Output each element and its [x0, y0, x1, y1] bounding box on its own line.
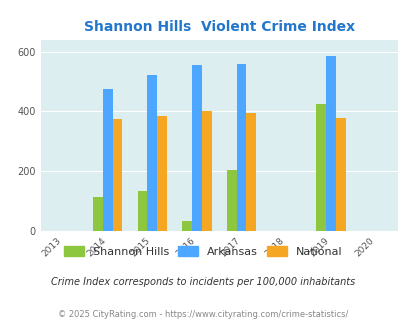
Bar	[236, 64, 246, 231]
Bar	[93, 197, 102, 231]
Bar	[315, 104, 325, 231]
Bar	[137, 191, 147, 231]
Bar	[147, 75, 157, 231]
Bar	[226, 170, 236, 231]
Bar	[335, 118, 345, 231]
Bar	[192, 65, 201, 231]
Bar	[182, 221, 192, 231]
Bar	[201, 112, 211, 231]
Title: Shannon Hills  Violent Crime Index: Shannon Hills Violent Crime Index	[83, 20, 354, 34]
Bar	[102, 89, 112, 231]
Text: Crime Index corresponds to incidents per 100,000 inhabitants: Crime Index corresponds to incidents per…	[51, 278, 354, 287]
Bar	[246, 113, 256, 231]
Bar	[157, 116, 166, 231]
Legend: Shannon Hills, Arkansas, National: Shannon Hills, Arkansas, National	[59, 242, 346, 261]
Bar	[112, 119, 122, 231]
Text: © 2025 CityRating.com - https://www.cityrating.com/crime-statistics/: © 2025 CityRating.com - https://www.city…	[58, 310, 347, 319]
Bar	[325, 56, 335, 231]
